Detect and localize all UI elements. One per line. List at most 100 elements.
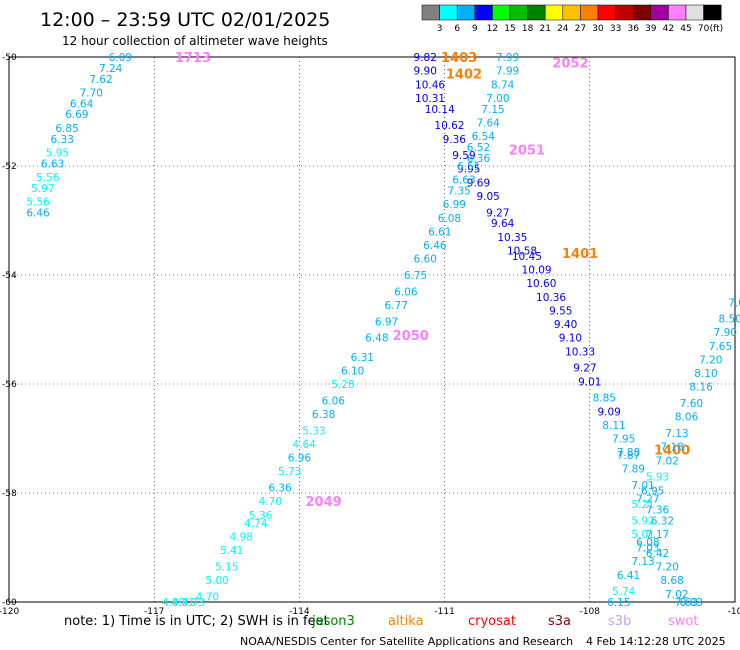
legend-tick-label: 18 bbox=[522, 24, 534, 34]
wave-height-value: 6.75 bbox=[404, 270, 427, 282]
wave-height-value: 5.15 bbox=[215, 562, 238, 574]
legend-swatch bbox=[544, 4, 564, 21]
wave-height-value: 6.09 bbox=[109, 52, 132, 64]
axis-ticks: -120 -117 -114 -111 -108 -10 -50 -52 -54 -56 -58 -6… bbox=[0, 53, 740, 617]
wave-height-value: 9.36 bbox=[443, 134, 467, 146]
plot-frame bbox=[8, 56, 736, 603]
wave-height-value: 4.73 bbox=[181, 597, 204, 609]
legend-tick-label: 15 bbox=[504, 24, 515, 34]
wave-height-value: 7.24 bbox=[99, 63, 123, 75]
wave-height-value: 7.13 bbox=[631, 556, 654, 568]
wave-height-value: 6.51 bbox=[457, 161, 480, 173]
legend-tick-label: 24 bbox=[557, 24, 569, 34]
wave-height-value: 5.92 bbox=[631, 515, 654, 527]
legend-tick-label: 70 bbox=[698, 24, 710, 34]
wave-height-value: 10.62 bbox=[434, 120, 464, 132]
wave-height-value: 5.93 bbox=[646, 472, 669, 484]
wave-height-value: 5.21 bbox=[631, 499, 654, 511]
wave-height-value: 6.96 bbox=[288, 453, 312, 465]
legend-tick-label: 45 bbox=[680, 24, 691, 34]
wave-height-value: 7.89 bbox=[622, 463, 645, 475]
wave-height-value: 10.33 bbox=[565, 346, 595, 358]
wave-height-value: 6.52 bbox=[467, 142, 490, 154]
legend-swatch bbox=[685, 4, 704, 21]
wave-height-value: 9.59 bbox=[452, 150, 475, 162]
wave-height-value: 9.05 bbox=[476, 191, 499, 203]
wave-height-value: 7.35 bbox=[447, 186, 470, 198]
track-time-label: 1403 bbox=[441, 51, 477, 66]
wave-height-value: 7.88 bbox=[617, 447, 640, 459]
wave-height-value: 6.54 bbox=[472, 131, 496, 143]
track-time-label: 2051 bbox=[509, 144, 545, 159]
wave-height-value: 6.64 bbox=[70, 98, 94, 110]
wave-height-value: 5.73 bbox=[278, 466, 301, 478]
x-tick-label: -108 bbox=[580, 607, 601, 617]
legend-tick-label: 6 bbox=[454, 24, 460, 34]
wave-height-value: 7.18 bbox=[660, 442, 683, 454]
track-time-label: 2052 bbox=[552, 56, 588, 71]
color-scale-legend: 3 6 9 12 15 18 21 24 27 30 33 36 39 42 45 70 (ft) bbox=[421, 4, 723, 34]
track-time-label: 1400 bbox=[654, 443, 690, 458]
gridlines bbox=[8, 56, 736, 603]
wave-height-value: 6.60 bbox=[414, 254, 437, 266]
credit-line: NOAA/NESDIS Center for Satellite Applica… bbox=[240, 635, 573, 648]
wave-height-value: 6.85 bbox=[55, 123, 78, 135]
wave-height-value: 5.01 bbox=[631, 529, 654, 541]
wave-height-value: 5.00 bbox=[205, 575, 228, 587]
wave-height-value: 7.90 bbox=[714, 327, 737, 339]
legend-tick-label: 33 bbox=[610, 24, 621, 34]
wave-height-value: 10.35 bbox=[497, 232, 527, 244]
satellite-legend-altika: altika bbox=[388, 614, 424, 629]
wave-height-value: 5.56 bbox=[26, 196, 50, 208]
wave-height-value: 9.27 bbox=[573, 363, 596, 375]
legend-tick-label: 39 bbox=[645, 24, 657, 34]
wave-height-value: 8.06 bbox=[675, 412, 699, 424]
wave-height-value: 7.02 bbox=[656, 455, 679, 467]
wave-height-value: 10.46 bbox=[415, 79, 445, 91]
wave-height-value: 7.27 bbox=[636, 493, 659, 505]
satellite-legend: jason3 altika cryosat s3a s3b swot bbox=[311, 614, 698, 629]
wave-height-value: 8.74 bbox=[491, 79, 515, 91]
wave-height-value: 5.74 bbox=[612, 586, 636, 598]
satellite-legend-s3b: s3b bbox=[608, 614, 631, 629]
wave-height-value: 9.55 bbox=[549, 305, 572, 317]
x-tick-label: -117 bbox=[144, 607, 164, 617]
wave-height-value: 6.69 bbox=[65, 109, 88, 121]
track-time-label: 1713 bbox=[175, 51, 211, 66]
wave-height-value: 4.89 bbox=[162, 597, 185, 609]
wave-height-value: 6.63 bbox=[41, 158, 64, 170]
wave-height-value: 7.64 bbox=[476, 117, 500, 129]
wave-height-value: 6.42 bbox=[646, 548, 669, 560]
x-tick-label: -120 bbox=[0, 607, 19, 617]
wave-height-value: 4.64 bbox=[293, 439, 317, 451]
wave-height-value: 7.60 bbox=[680, 398, 703, 410]
wave-height-value: 4.70 bbox=[196, 592, 219, 604]
legend-swatch bbox=[668, 4, 687, 21]
legend-swatch bbox=[421, 4, 440, 21]
satellite-legend-swot: swot bbox=[668, 614, 698, 629]
wave-height-value: 7.87 bbox=[617, 450, 640, 462]
legend-tick-label: 42 bbox=[663, 24, 674, 34]
wave-height-value: 5.95 bbox=[46, 147, 69, 159]
wave-height-value: 5.33 bbox=[302, 425, 325, 437]
wave-height-value: 8.85 bbox=[593, 393, 616, 405]
wave-height-value: 7.00 bbox=[486, 93, 509, 105]
legend-tick-label: 36 bbox=[627, 24, 639, 34]
wave-height-value: 6.46 bbox=[26, 207, 50, 219]
wave-height-value: 7.99 bbox=[496, 52, 519, 64]
wave-height-value: 7.00 bbox=[728, 297, 740, 309]
wave-height-value: 6.99 bbox=[443, 199, 466, 211]
wave-height-value: 8.50 bbox=[718, 314, 740, 326]
wave-height-value: 8.16 bbox=[689, 382, 713, 394]
satellite-tracks: 6.097.247.627.706.646.696.856.335.956.63… bbox=[26, 51, 740, 609]
wave-height-value: 7.36 bbox=[646, 504, 670, 516]
legend-swatch bbox=[474, 4, 493, 21]
y-tick-label: -56 bbox=[2, 380, 17, 390]
wave-height-value: 5.36 bbox=[249, 510, 273, 522]
wave-height-value: 9.40 bbox=[554, 319, 577, 331]
legend-swatch bbox=[492, 4, 511, 21]
wave-height-value: 7.03 bbox=[636, 543, 659, 555]
y-tick-label: -52 bbox=[2, 162, 17, 172]
wave-height-value: 4.31 bbox=[172, 597, 195, 609]
legend-swatch bbox=[439, 4, 458, 21]
